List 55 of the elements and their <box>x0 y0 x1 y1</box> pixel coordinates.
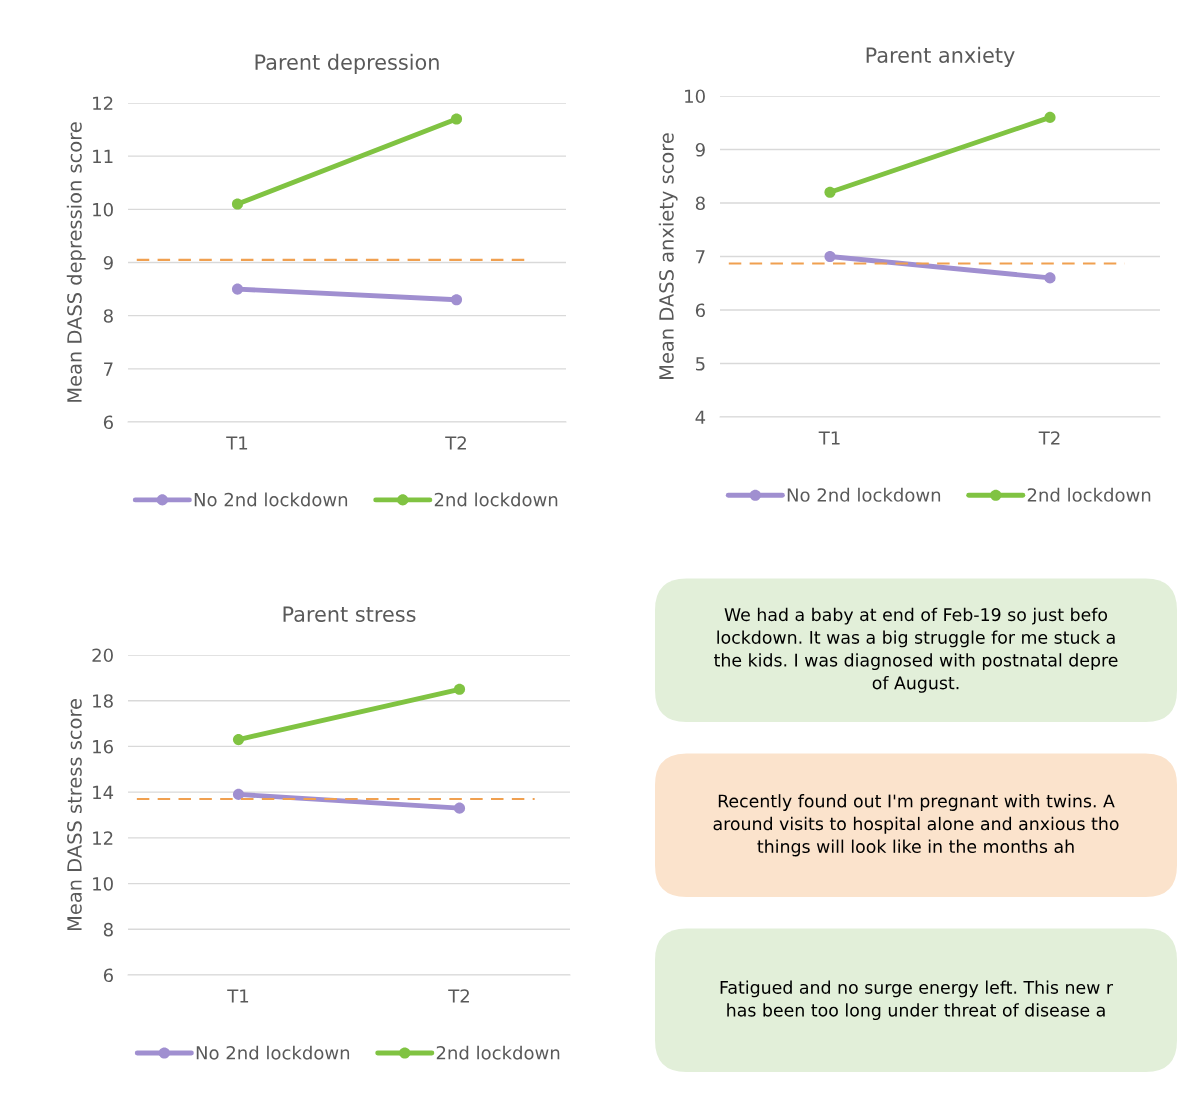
point <box>231 198 244 210</box>
text: Recently found out I'm pregnant with twins. A around visits to hospital alone and anxious tho things will look like in the months ah <box>713 794 1119 857</box>
point <box>450 294 463 306</box>
point <box>232 788 245 800</box>
y-tick-label: 16 <box>93 739 113 754</box>
y-tick-label: 12 <box>93 831 113 845</box>
chart-title: Parent stress <box>283 606 416 622</box>
y-tick-label: 10 <box>93 202 113 217</box>
y-tick-label: 9 <box>695 142 705 157</box>
point <box>453 802 466 814</box>
legend-label: 2nd lockdown <box>434 492 558 507</box>
y-axis-title: Mean DASS depression score <box>66 122 86 402</box>
x-tick-label: T1 <box>818 431 840 445</box>
x-tick-label: T2 <box>448 989 469 1003</box>
y-axis-title: Mean DASS anxiety score <box>658 133 678 379</box>
y-tick-label: 8 <box>103 922 113 937</box>
point <box>1044 272 1056 284</box>
y-tick-label: 9 <box>103 255 113 270</box>
chart-title: Parent depression <box>255 53 439 74</box>
chart-title: Parent anxiety <box>866 46 1015 67</box>
text: We had a baby at end of Feb-19 so just befo lockdown. It was a big struggle for me stuck a the kids. I was diagnosed with postnatal depre of August. <box>714 607 1118 693</box>
y-axis-title: Mean DASS stress score <box>67 699 82 931</box>
y-tick-label: 6 <box>103 415 113 430</box>
point <box>232 734 245 746</box>
y-tick-label: 8 <box>103 309 113 323</box>
y-tick-label: 11 <box>93 149 113 164</box>
y-tick-label: 4 <box>695 410 706 424</box>
legend-label: No 2nd lockdown <box>194 492 348 507</box>
point <box>1044 111 1056 123</box>
legend-label: No 2nd lockdown <box>787 487 941 502</box>
legend-label: 2nd lockdown <box>1027 487 1151 502</box>
point <box>450 113 463 125</box>
x-tick-label: T1 <box>227 989 249 1003</box>
y-tick-label: 5 <box>696 357 705 371</box>
y-tick-label: 18 <box>93 694 113 708</box>
y-tick-label: 20 <box>92 648 113 663</box>
point <box>453 683 466 695</box>
y-tick-label: 7 <box>104 362 113 376</box>
y-tick-label: 10 <box>93 877 113 891</box>
y-tick-label: 14 <box>93 785 114 799</box>
y-tick-label: 12 <box>93 96 113 110</box>
x-tick-label: T1 <box>226 436 248 450</box>
text: Fatigued and no surge energy left. This new r has been too long under threat of disease a <box>720 980 1114 1021</box>
point <box>824 186 836 198</box>
y-tick-label: 10 <box>685 89 705 104</box>
x-tick-label: T2 <box>1038 431 1060 445</box>
y-tick-label: 6 <box>695 303 705 318</box>
x-tick-label: T2 <box>445 436 466 450</box>
point <box>231 283 244 295</box>
y-tick-label: 7 <box>696 250 705 264</box>
y-tick-label: 6 <box>103 968 113 983</box>
y-tick-label: 8 <box>695 196 705 211</box>
point <box>824 250 836 263</box>
legend-label: 2nd lockdown <box>436 1045 560 1060</box>
legend-label: No 2nd lockdown <box>196 1045 350 1060</box>
